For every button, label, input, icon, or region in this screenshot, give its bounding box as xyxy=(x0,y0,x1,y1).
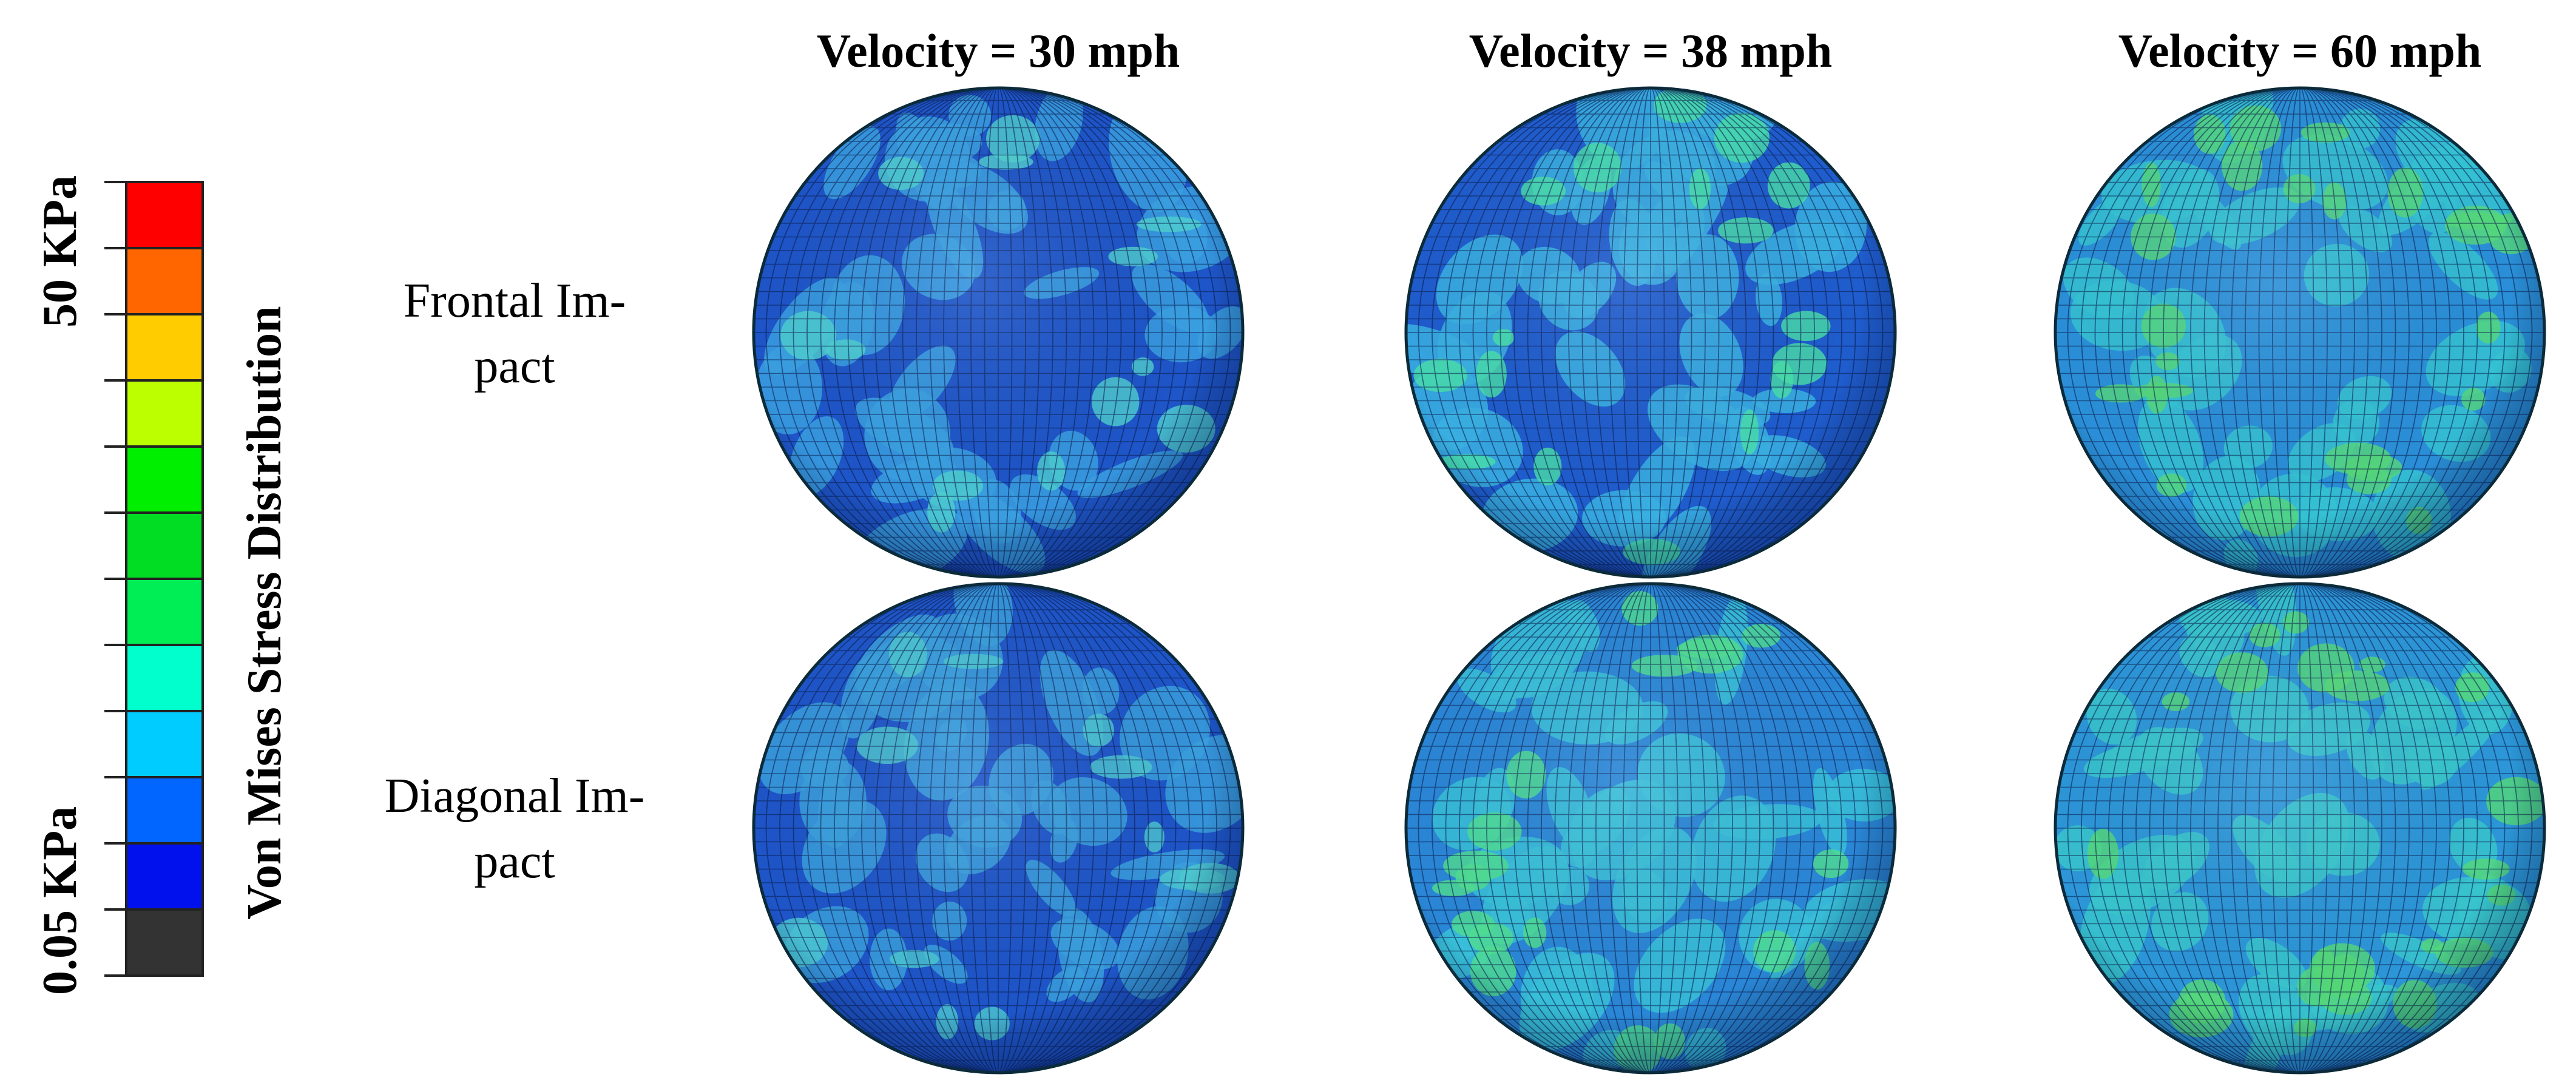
legend-swatch xyxy=(125,379,204,448)
sphere-shading xyxy=(752,582,1244,1074)
legend-swatch xyxy=(125,247,204,315)
sphere-outline xyxy=(2054,86,2546,579)
legend-swatch xyxy=(125,181,204,249)
legend-swatch xyxy=(125,776,204,845)
sphere-outline xyxy=(1404,582,1897,1075)
sphere-outline xyxy=(1404,86,1897,579)
legend-swatch xyxy=(125,445,204,514)
legend-swatch xyxy=(125,908,204,977)
legend-swatch xyxy=(125,578,204,646)
row-label-diagonal-line1: Diagonal Im- xyxy=(385,769,645,823)
color-legend xyxy=(104,181,204,977)
legend-swatch xyxy=(125,710,204,778)
legend-swatch xyxy=(125,644,204,712)
row-label-frontal-line2: pact xyxy=(474,340,555,393)
sphere-shading xyxy=(2054,87,2546,578)
sphere-outline xyxy=(752,86,1245,579)
legend-swatch xyxy=(125,842,204,911)
sphere-shading xyxy=(2054,582,2546,1074)
row-label-frontal-line1: Frontal Im- xyxy=(404,274,626,328)
stress-sphere-panel xyxy=(1405,582,1896,1074)
column-title-60mph: Velocity = 60 mph xyxy=(2118,24,2481,77)
legend-max-label: 50 KPa xyxy=(33,175,87,328)
sphere-shading xyxy=(752,87,1244,578)
sphere-outline xyxy=(752,582,1245,1075)
legend-swatch xyxy=(125,313,204,382)
legend-swatch xyxy=(125,511,204,580)
stress-sphere-panel xyxy=(2054,87,2546,578)
sphere-shading xyxy=(1405,87,1896,578)
legend-title: Von Mises Stress Distribution xyxy=(238,306,291,919)
stress-sphere-panel xyxy=(752,87,1244,578)
sphere-outline xyxy=(2054,582,2546,1075)
stress-panels xyxy=(752,86,2546,1075)
sphere-shading xyxy=(1405,582,1896,1074)
row-label-diagonal-line2: pact xyxy=(474,835,555,888)
column-title-38mph: Velocity = 38 mph xyxy=(1469,24,1832,77)
column-title-30mph: Velocity = 30 mph xyxy=(817,24,1180,77)
stress-sphere-panel xyxy=(752,582,1244,1074)
stress-sphere-panel xyxy=(2054,582,2546,1074)
stress-sphere-panel xyxy=(1405,87,1896,578)
legend-min-label: 0.05 KPa xyxy=(33,806,87,995)
